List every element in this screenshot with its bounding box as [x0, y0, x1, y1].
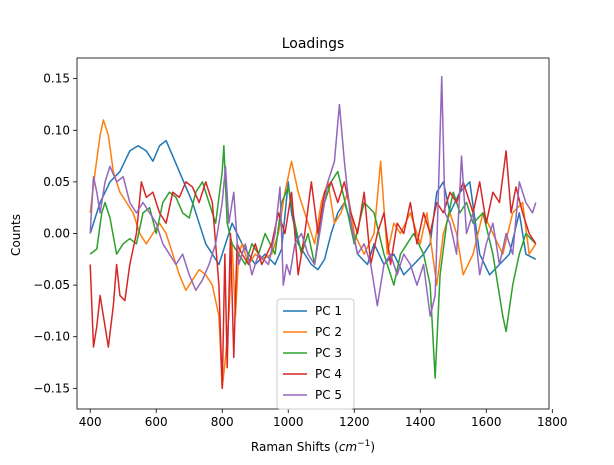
y-tick-label: 0.00	[43, 227, 70, 241]
y-axis-label: Counts	[9, 214, 23, 256]
x-axis-label-exponent: −1	[357, 439, 370, 449]
legend-label-pc-2: PC 2	[315, 325, 342, 339]
y-tick-label: 0.10	[43, 123, 70, 137]
x-tick-label: 1800	[537, 415, 568, 429]
x-tick-label: 1600	[471, 415, 502, 429]
series-line-pc-4	[89, 150, 537, 390]
legend-label-pc-3: PC 3	[315, 346, 342, 360]
x-axis-label: Raman Shifts (cm−1)	[251, 439, 375, 454]
series-layer	[89, 75, 537, 390]
legend-box	[276, 298, 355, 410]
x-tick-label: 800	[211, 415, 234, 429]
series-line-pc-1	[89, 139, 537, 276]
y-tick-label: −0.05	[33, 278, 70, 292]
chart-title: Loadings	[282, 36, 345, 52]
y-tick-label: −0.15	[33, 381, 70, 395]
series-line-pc-3	[89, 145, 537, 379]
axes-layer: 400 600 800 1000 1200 1400 1600 1800 −0.15 −0.10 −…	[33, 57, 568, 429]
x-axis-label-main: Raman Shifts (	[251, 440, 339, 454]
legend-label-pc-5: PC 5	[315, 388, 342, 402]
y-tick-label: 0.15	[43, 72, 70, 86]
y-tick-label: 0.05	[43, 175, 70, 189]
x-axis-label-close: )	[370, 440, 375, 454]
x-tick-label: 400	[79, 415, 102, 429]
x-tick-label: 600	[145, 415, 168, 429]
series-line-pc-5	[89, 75, 537, 317]
legend: PC 1 PC 2 PC 3 PC 4 PC 5	[276, 298, 355, 410]
legend-label-pc-1: PC 1	[315, 304, 342, 318]
x-tick-label: 1200	[339, 415, 370, 429]
x-tick-label: 1400	[405, 415, 436, 429]
x-tick-label: 1000	[273, 415, 304, 429]
y-tick-label: −0.10	[33, 330, 70, 344]
legend-label-pc-4: PC 4	[315, 367, 342, 381]
x-axis-label-unit: cm	[339, 440, 357, 454]
